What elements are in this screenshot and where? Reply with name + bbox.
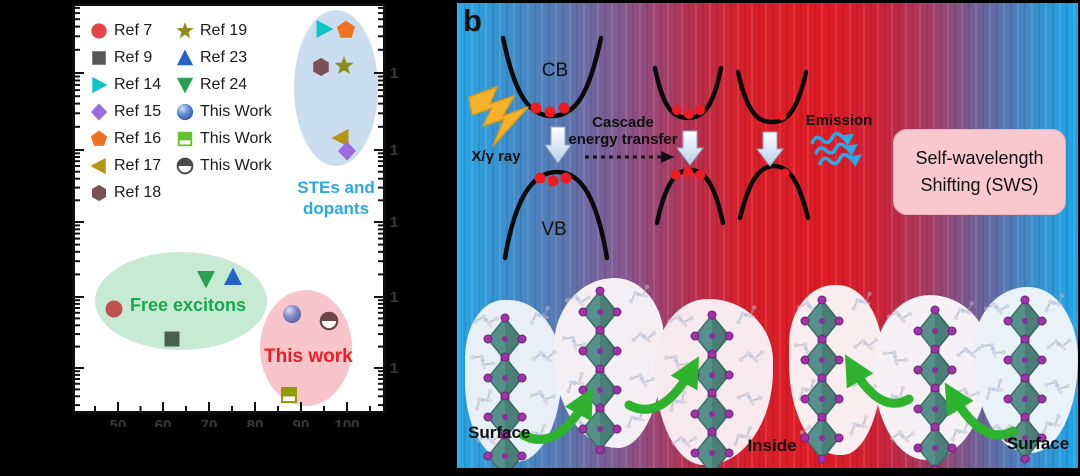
y-right-label-stub: 1: [390, 214, 399, 231]
legend-label: Ref 17: [114, 157, 162, 174]
legend-label: Ref 16: [114, 130, 162, 147]
legend-item: Ref 18: [90, 182, 161, 204]
legend-label: Ref 14: [114, 76, 162, 93]
legend-item: This Work: [176, 101, 272, 123]
legend-label: Ref 23: [200, 49, 248, 66]
x-tick-label: 70: [200, 417, 218, 427]
y-right-label-stub: 1: [390, 360, 399, 377]
region-ellipse-this-work: [260, 290, 352, 406]
vb-curve-right: [737, 163, 811, 221]
legend-item: Ref 7: [90, 20, 152, 42]
legend-item: Ref 23: [176, 47, 247, 69]
legend-item: Ref 15: [90, 101, 161, 123]
valence-band-label: VB: [541, 219, 567, 240]
legend-item: This Work: [176, 155, 272, 177]
x-tick-label: 50: [109, 417, 127, 427]
conduction-band-label: CB: [541, 60, 569, 81]
legend-label: Ref 15: [114, 103, 162, 120]
vb-curve-large: [502, 169, 610, 261]
legend-marker-star: [176, 22, 194, 39]
legend-marker-triangle-up: [176, 49, 194, 66]
sws-callout-box: Self-wavelength Shifting (SWS): [893, 129, 1066, 215]
x-tick-label: 90: [292, 417, 310, 427]
cb-curve-right: [735, 69, 809, 125]
y-right-label-stub: 1: [390, 65, 399, 82]
legend-marker-diamond: [90, 103, 108, 121]
surface-left-label: Surface: [468, 423, 531, 442]
cascade-line1: Cascade: [592, 114, 654, 131]
lightning-bolt-icon: [468, 86, 529, 147]
legend-item: Ref 17: [90, 155, 161, 177]
legend-marker-pentagon: [90, 130, 108, 146]
panel-b-tag: b: [463, 3, 482, 38]
vb-curve-middle: [654, 167, 726, 226]
region-label-stes-and-dopants: STEs and dopants: [297, 178, 375, 218]
x-tick-label: 100: [334, 417, 360, 427]
y-right-label-stub: 1: [390, 289, 399, 306]
legend-marker-triangle-down: [176, 77, 194, 94]
legend-item: Ref 14: [90, 74, 161, 96]
region-label-this-work: This work: [264, 346, 353, 367]
crystal-grain: [554, 278, 664, 448]
legend-marker-triangle-left: [90, 157, 106, 175]
crystal-grain: [789, 285, 883, 455]
plot-area: Ref 7 Ref 9 Ref 14 Ref 15 Ref 16 Ref 17 Ref 18…: [72, 3, 386, 414]
legend-marker-circle-half: [176, 157, 194, 175]
legend-label: This Work: [200, 130, 272, 147]
x-axis-tick-labels: 50 60 70 80 90 100: [0, 417, 430, 427]
xray-label: X/γ ray: [471, 148, 521, 165]
region-label-free-excitons: Free excitons: [130, 295, 247, 315]
legend-label: Ref 7: [114, 22, 153, 39]
surface-right-label: Surface: [1006, 434, 1070, 453]
sws-line2: Shifting (SWS): [920, 175, 1039, 195]
cb-curve-middle: [652, 65, 724, 121]
legend-marker-triangle-right: [92, 76, 108, 94]
sws-line1: Self-wavelength: [915, 148, 1044, 168]
crystal-grain: [974, 287, 1078, 453]
legend-marker-square: [92, 51, 106, 65]
legend-label: Ref 18: [114, 184, 162, 201]
emission-waves-icon: [810, 132, 862, 167]
legend-item: Ref 9: [90, 47, 152, 69]
panel-a-scatter-chart: Ref 7 Ref 9 Ref 14 Ref 15 Ref 16 Ref 17 Ref 18…: [0, 0, 430, 476]
emission-label: Emission: [805, 112, 873, 129]
legend-label: Ref 19: [200, 22, 248, 39]
cascade-energy-transfer-label: Cascade energy transfer: [563, 114, 683, 148]
legend-label: Ref 24: [200, 76, 248, 93]
legend-marker-hexagon: [91, 184, 107, 202]
legend-marker-square-stripe: [177, 131, 193, 147]
legend: Ref 7 Ref 9 Ref 14 Ref 15 Ref 16 Ref 17 Ref 18…: [75, 6, 383, 216]
legend-label: Ref 9: [114, 49, 153, 66]
legend-item: Ref 24: [176, 74, 247, 96]
legend-item: Ref 16: [90, 128, 161, 150]
cascade-line2: energy transfer: [568, 131, 678, 148]
legend-marker-circle: [91, 23, 107, 39]
inside-label: Inside: [747, 436, 797, 455]
legend-item: Ref 19: [176, 20, 247, 42]
legend-item: This Work: [176, 128, 272, 150]
crystal-grain: [874, 295, 990, 460]
x-tick-label: 80: [246, 417, 264, 427]
panel-b-mechanism-schematic: b CB VB X/γ ray Cascade energy transfer …: [457, 3, 1078, 468]
legend-label: This Work: [200, 103, 272, 120]
legend-marker-sphere: [176, 103, 194, 121]
y-right-label-stub: 1: [390, 142, 399, 159]
x-tick-label: 60: [154, 417, 172, 427]
legend-label: This Work: [200, 157, 272, 174]
cascade-transfer-arrow: [585, 151, 674, 163]
